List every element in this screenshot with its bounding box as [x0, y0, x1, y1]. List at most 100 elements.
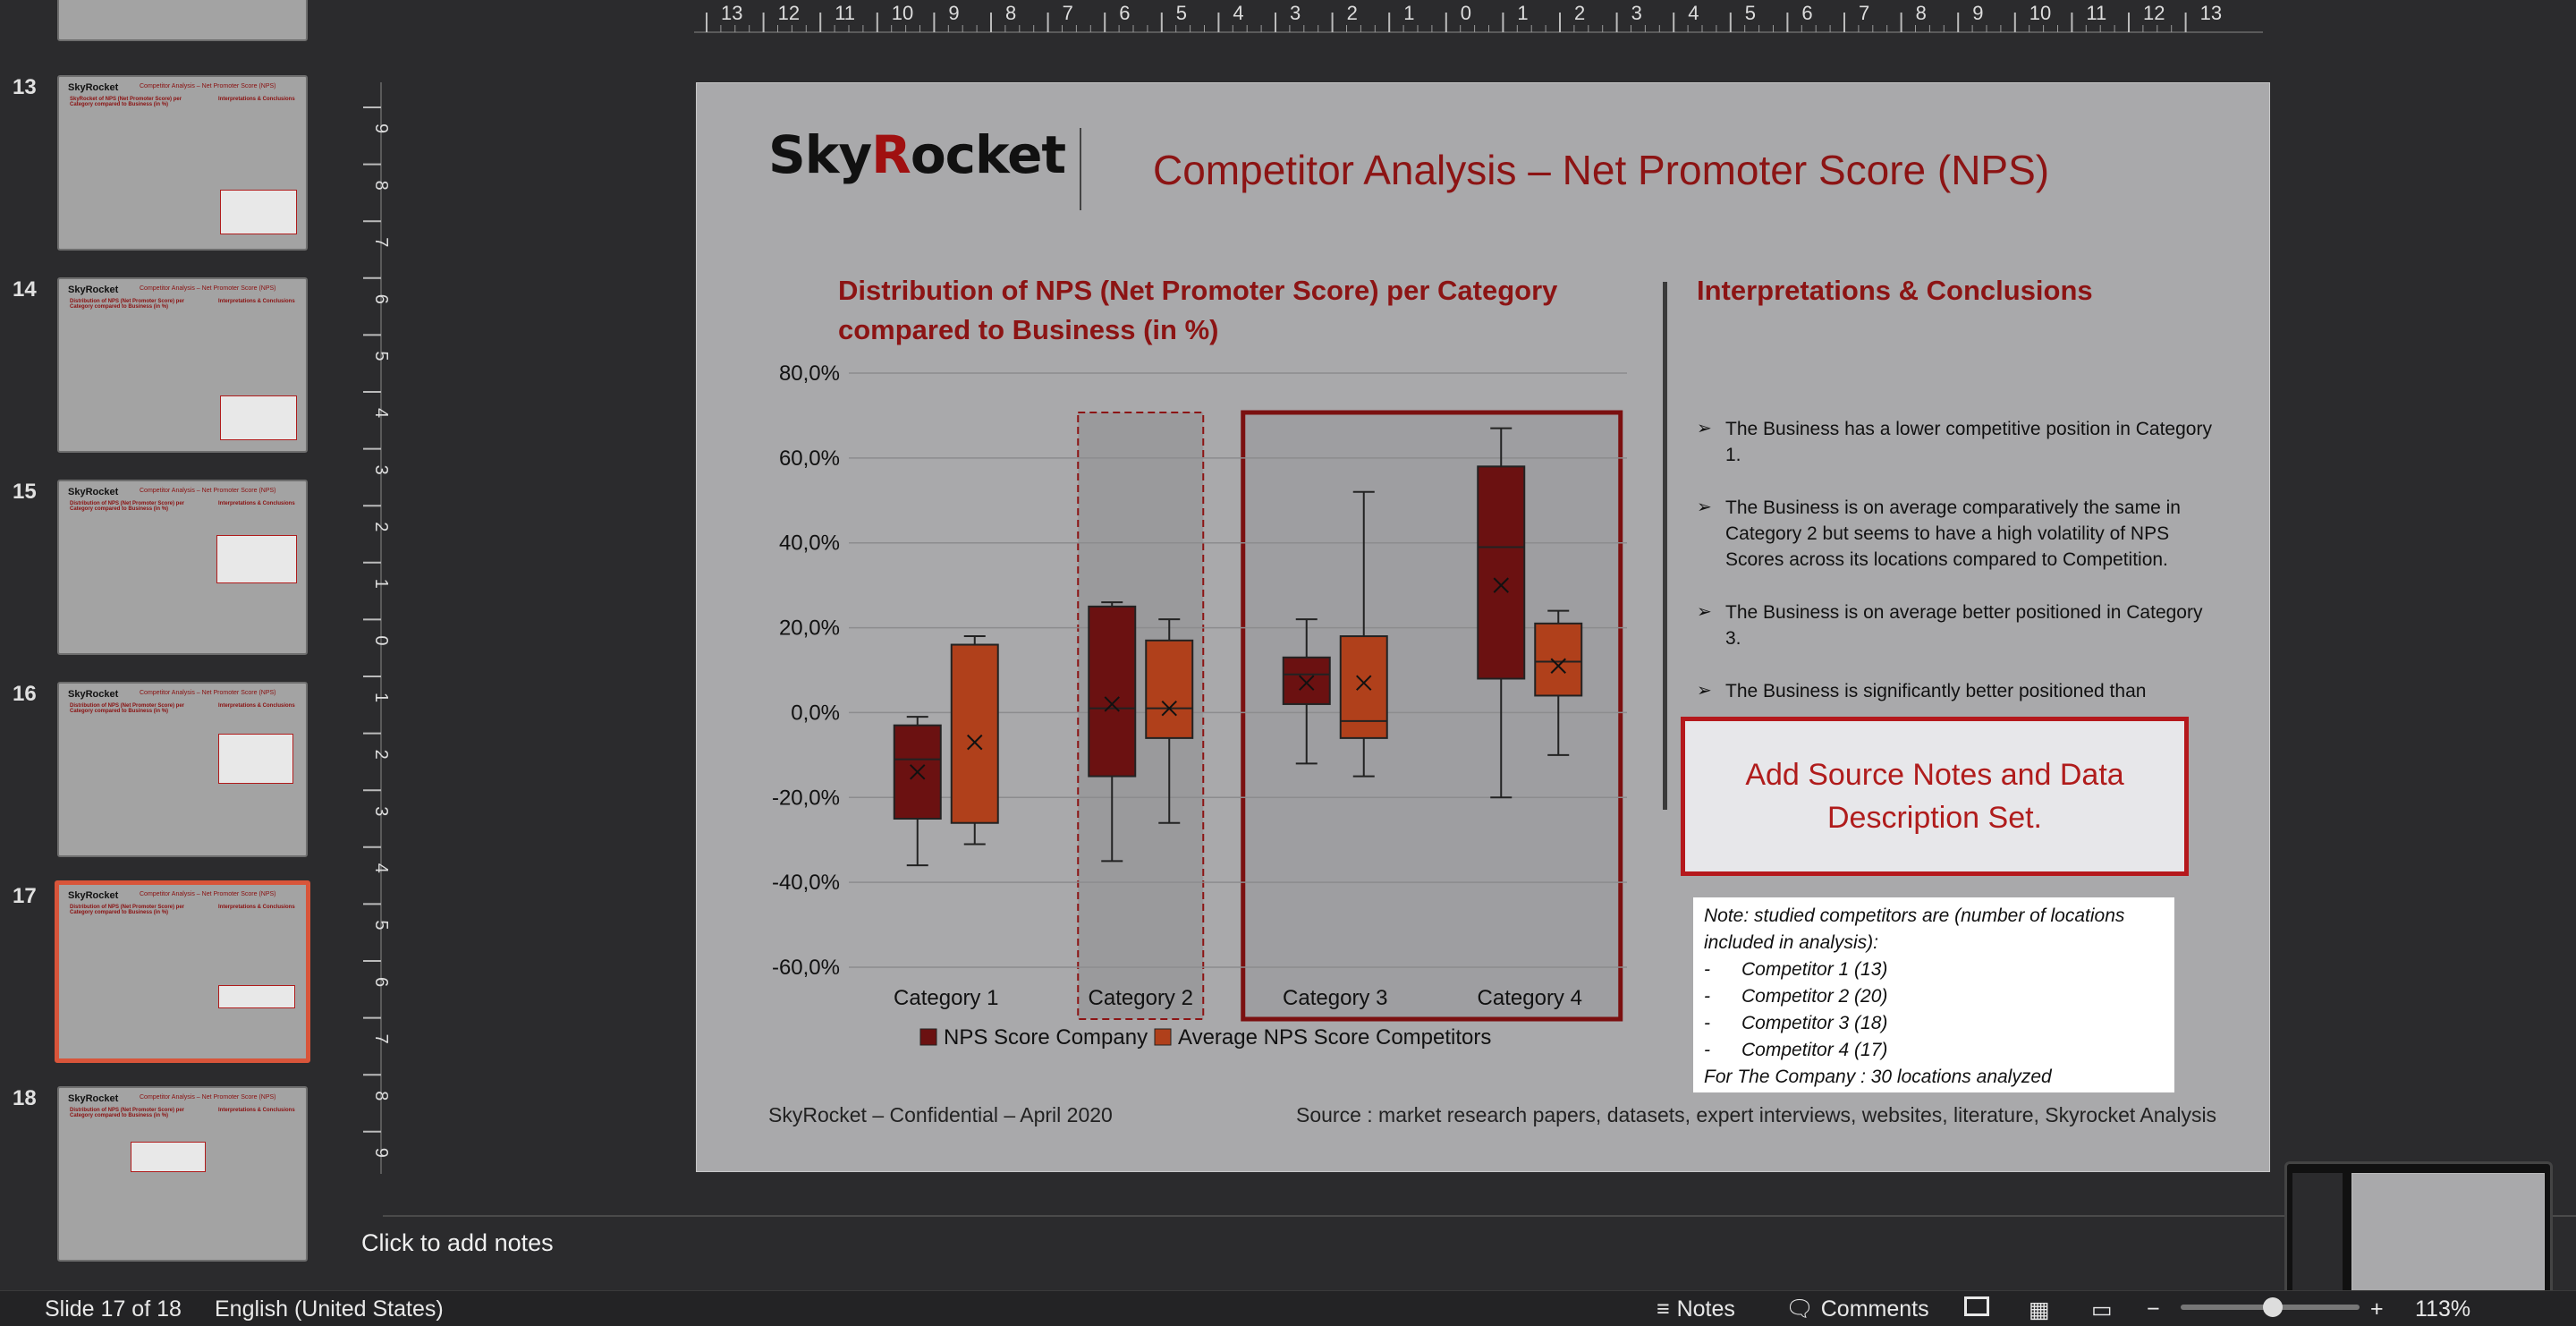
slide-thumbnail-panel: 13 SkyRocket Competitor Analysis – Net P…	[0, 0, 343, 1290]
presenter-view-icon: ▭	[2091, 1297, 2113, 1322]
conclusions-list[interactable]: ➢ The Business has a lower competitive po…	[1697, 416, 2216, 731]
box	[1282, 656, 1331, 705]
notes-divider[interactable]	[383, 1215, 2576, 1217]
mean-marker	[1550, 658, 1566, 674]
slide-thumbnail-12[interactable]	[57, 0, 308, 41]
slide-title[interactable]: Competitor Analysis – Net Promoter Score…	[1153, 147, 2050, 193]
confidential-footer[interactable]: SkyRocket – Confidential – April 2020	[768, 1103, 1113, 1126]
conclusion-bullet: ➢ The Business is significantly better po…	[1697, 678, 2216, 704]
reading-view-button[interactable]: ▭	[2091, 1296, 2113, 1323]
box	[1339, 635, 1388, 739]
slide-counter: Slide 17 of 18	[45, 1296, 182, 1322]
ruler-label: 12	[778, 2, 800, 24]
arrow-bullet-icon: ➢	[1697, 602, 1712, 622]
box	[1145, 639, 1194, 739]
vertical-divider	[1663, 282, 1667, 810]
conclusion-bullet: ➢ The Business has a lower competitive po…	[1697, 416, 2216, 468]
normal-view-button[interactable]	[1964, 1296, 1989, 1316]
ruler-label: 4	[371, 863, 391, 873]
ruler-label: 2	[371, 522, 391, 531]
zoom-slider-handle[interactable]	[2263, 1297, 2283, 1317]
minus-icon: −	[2147, 1296, 2160, 1322]
slide-thumbnail-14[interactable]: SkyRocket Competitor Analysis – Net Prom…	[57, 277, 308, 453]
ruler-label: 4	[371, 408, 391, 418]
ruler-label: 10	[2029, 2, 2051, 24]
ruler-label: 8	[371, 181, 391, 191]
ruler-label: 6	[371, 294, 391, 304]
slide-thumbnail-18[interactable]: SkyRocket Competitor Analysis – Net Prom…	[57, 1086, 308, 1262]
y-tick-label: -40,0%	[772, 871, 840, 895]
conclusion-bullet: ➢ The Business is on average comparativel…	[1697, 495, 2216, 573]
note-footer: For The Company : 30 locations analyzed	[1704, 1067, 2052, 1087]
legend-swatch-competitors	[1154, 1028, 1172, 1046]
source-notes-text: Add Source Notes and Data Description Se…	[1745, 758, 2124, 835]
ruler-label: 0	[1461, 2, 1471, 24]
mean-marker	[1356, 675, 1372, 691]
box	[950, 643, 999, 824]
ruler-label: 8	[371, 1091, 391, 1101]
slide-preview-thumbnail[interactable]	[2284, 1161, 2553, 1297]
note-item: - Competitor 1 (13)	[1704, 959, 1888, 980]
ruler-label: 2	[1574, 2, 1585, 24]
ruler-label: 5	[1176, 2, 1187, 24]
ruler-label: 7	[1063, 2, 1073, 24]
slide-thumbnail-15[interactable]: SkyRocket Competitor Analysis – Net Prom…	[57, 480, 308, 655]
slide-canvas[interactable]: SkyRocket Competitor Analysis – Net Prom…	[696, 82, 2270, 1172]
note-intro: Note: studied competitors are (number of…	[1704, 905, 2125, 953]
category-3-4-highlight	[1241, 410, 1623, 1022]
note-item: - Competitor 4 (17)	[1704, 1040, 1888, 1060]
ruler-label: 5	[371, 920, 391, 930]
normal-view-icon	[1964, 1296, 1989, 1316]
legend-label-company: NPS Score Company	[944, 1025, 1148, 1050]
ruler-label: 1	[1517, 2, 1528, 24]
zoom-out-button[interactable]: −	[2147, 1296, 2160, 1322]
slide-number-17: 17	[13, 884, 37, 908]
box	[1088, 605, 1137, 778]
competitor-note-box[interactable]: Note: studied competitors are (number of…	[1693, 897, 2174, 1092]
source-notes-callout[interactable]: Add Source Notes and Data Description Se…	[1681, 717, 2189, 876]
zoom-in-button[interactable]: +	[2370, 1296, 2384, 1322]
zoom-level[interactable]: 113%	[2415, 1296, 2471, 1322]
ruler-label: 1	[371, 693, 391, 702]
notes-button[interactable]: ≡ Notes	[1657, 1296, 1735, 1322]
ruler-label: 5	[1745, 2, 1756, 24]
slide-thumbnail-13[interactable]: SkyRocket Competitor Analysis – Net Prom…	[57, 75, 308, 251]
ruler-label: 8	[1005, 2, 1016, 24]
legend-swatch-company	[919, 1028, 937, 1046]
ruler-label: 1	[371, 579, 391, 589]
interpretations-title[interactable]: Interpretations & Conclusions	[1697, 275, 2093, 306]
ruler-label: 9	[371, 123, 391, 133]
vertical-ruler: 9 8 7 6 5 4 3 2 1 0 1 2 3 4 5 6 7 8 9	[363, 82, 391, 1174]
ruler-label: 5	[371, 351, 391, 361]
ruler-label: 11	[835, 2, 855, 24]
slide-number-15: 15	[13, 480, 37, 504]
ruler-label: 10	[892, 2, 913, 24]
ruler-label: 7	[371, 1034, 391, 1044]
y-tick-label: 20,0%	[779, 616, 840, 641]
notes-placeholder[interactable]: Click to add notes	[361, 1229, 554, 1256]
skyrocket-logo: SkyRocket	[768, 124, 1066, 185]
preview-thumbnail-strip	[2292, 1173, 2343, 1295]
ruler-label: 2	[1347, 2, 1358, 24]
nps-box-plot-chart[interactable]: 80,0% 60,0% 40,0% 20,0% 0,0% -20,0% -40,0% -60,…	[697, 83, 1663, 1173]
note-item: - Competitor 2 (20)	[1704, 986, 1888, 1007]
language-indicator[interactable]: English (United States)	[215, 1296, 444, 1322]
chart-title[interactable]: Distribution of NPS (Net Promoter Score)…	[838, 275, 1558, 345]
status-bar: Slide 17 of 18 English (United States) ≡…	[0, 1290, 2576, 1326]
slide-sorter-button[interactable]: ▦	[2029, 1296, 2050, 1323]
note-item: - Competitor 3 (18)	[1704, 1013, 1888, 1033]
ruler-label: 11	[2086, 2, 2106, 24]
mean-marker	[1299, 675, 1315, 691]
slide-thumbnail-16[interactable]: SkyRocket Competitor Analysis – Net Prom…	[57, 682, 308, 857]
comments-button[interactable]: 🗨 Comments	[1785, 1296, 1929, 1322]
preview-slide	[2351, 1173, 2545, 1295]
notes-icon: ≡	[1657, 1296, 1670, 1322]
x-category-label: Category 3	[1283, 986, 1387, 1010]
slide-thumbnail-17[interactable]: SkyRocket Competitor Analysis – Net Prom…	[55, 880, 310, 1063]
box	[1534, 622, 1583, 697]
conclusion-bullet: ➢ The Business is on average better posit…	[1697, 599, 2216, 651]
ruler-label: 9	[948, 2, 959, 24]
y-tick-label: -60,0%	[772, 956, 840, 980]
source-footer[interactable]: Source : market research papers, dataset…	[1296, 1103, 2217, 1126]
y-tick-label: 40,0%	[779, 531, 840, 556]
